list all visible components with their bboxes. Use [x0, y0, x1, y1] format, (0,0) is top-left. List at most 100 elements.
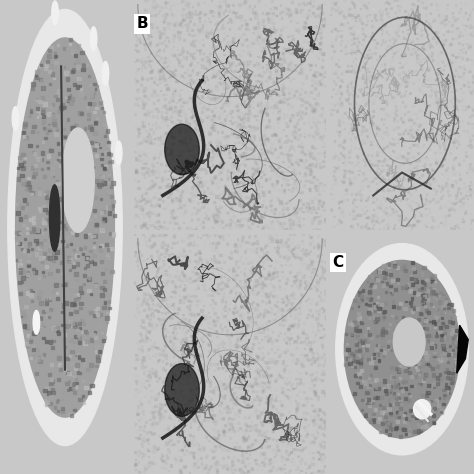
Point: [398, 208, 405, 215]
Point: [339, 165, 347, 173]
Point: [238, 356, 246, 363]
Point: [310, 376, 318, 383]
Point: [414, 107, 422, 115]
Point: [322, 181, 329, 188]
Point: [50, 337, 57, 345]
Point: [191, 287, 199, 294]
Point: [158, 309, 165, 317]
Point: [378, 278, 386, 285]
Point: [449, 89, 457, 96]
Point: [269, 420, 276, 428]
Point: [226, 293, 233, 301]
Point: [346, 316, 354, 324]
Point: [138, 336, 146, 343]
Point: [199, 148, 206, 155]
Point: [35, 204, 43, 212]
Point: [327, 205, 334, 213]
Point: [165, 67, 173, 74]
Point: [238, 221, 246, 229]
Point: [200, 189, 208, 196]
Point: [222, 35, 229, 42]
Point: [254, 261, 262, 269]
Point: [158, 264, 166, 272]
Point: [194, 76, 202, 84]
Point: [431, 89, 439, 96]
Point: [243, 24, 250, 32]
Point: [71, 59, 78, 67]
Point: [232, 342, 240, 350]
Point: [319, 21, 327, 28]
Point: [157, 404, 164, 411]
Point: [463, 22, 470, 29]
Point: [27, 190, 35, 198]
Point: [169, 225, 177, 233]
Point: [264, 268, 272, 276]
Point: [429, 179, 437, 187]
Point: [424, 322, 432, 330]
Point: [138, 118, 146, 125]
Point: [336, 131, 343, 139]
Point: [242, 427, 250, 434]
Point: [190, 396, 198, 404]
Point: [435, 11, 442, 18]
Point: [251, 232, 258, 239]
Point: [176, 384, 183, 392]
Point: [136, 8, 143, 16]
Point: [335, 206, 342, 213]
Point: [205, 330, 212, 338]
Point: [246, 2, 253, 9]
Point: [191, 183, 199, 191]
Point: [440, 62, 448, 70]
Point: [277, 71, 285, 78]
Point: [307, 417, 314, 425]
Point: [245, 105, 253, 113]
Point: [193, 311, 201, 319]
Point: [385, 176, 392, 184]
Point: [314, 319, 322, 327]
Point: [411, 276, 419, 283]
Point: [245, 137, 253, 144]
Point: [285, 425, 293, 432]
Point: [231, 139, 239, 146]
Point: [169, 89, 176, 97]
Point: [448, 35, 456, 43]
Point: [164, 115, 172, 123]
Point: [441, 34, 449, 41]
Point: [445, 351, 453, 358]
Point: [272, 193, 280, 201]
Point: [236, 86, 244, 93]
Point: [448, 204, 456, 211]
Point: [436, 328, 444, 336]
Point: [410, 102, 417, 110]
Point: [243, 238, 250, 246]
Point: [165, 466, 173, 474]
Point: [221, 72, 229, 79]
Point: [401, 411, 408, 419]
Point: [281, 45, 288, 53]
Point: [132, 41, 140, 49]
Point: [300, 380, 307, 388]
Point: [363, 130, 370, 138]
Point: [347, 68, 355, 75]
Point: [170, 287, 178, 295]
Point: [269, 44, 276, 52]
Point: [284, 31, 292, 39]
Point: [366, 161, 374, 168]
Point: [191, 166, 198, 173]
Point: [77, 84, 84, 92]
Point: [448, 339, 456, 346]
Point: [65, 166, 73, 174]
Point: [412, 374, 419, 381]
Point: [181, 134, 188, 141]
Point: [214, 178, 222, 185]
Point: [286, 117, 294, 125]
Point: [277, 32, 285, 40]
Point: [171, 324, 178, 332]
Point: [281, 253, 288, 260]
Point: [191, 84, 199, 91]
Point: [330, 47, 338, 55]
Point: [291, 48, 298, 55]
Point: [285, 89, 293, 97]
Point: [317, 35, 325, 42]
Point: [205, 87, 213, 94]
